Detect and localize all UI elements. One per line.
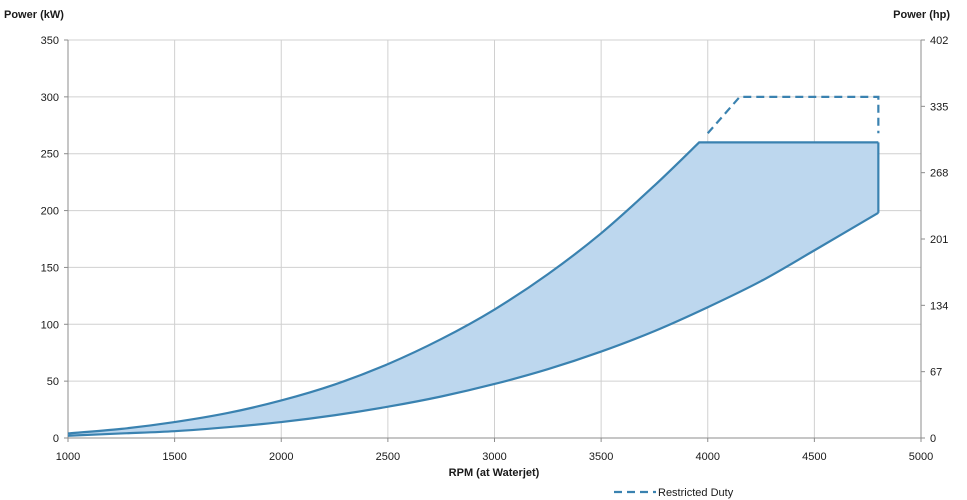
y-right-tick-label: 201 [930,234,948,246]
x-tick-label: 3500 [589,451,613,463]
y-right-tick-label: 134 [930,300,948,312]
x-tick-label: 1500 [162,451,186,463]
y-right-tick-label: 67 [930,367,942,379]
legend-label-restricted-duty: Restricted Duty [658,487,734,499]
y-left-tick-label: 100 [41,319,59,331]
x-tick-label: 2500 [376,451,400,463]
x-tick-label: 4000 [696,451,720,463]
y-left-tick-label: 150 [41,262,59,274]
restricted-duty-line [706,95,880,134]
x-axis-title: RPM (at Waterjet) [449,467,540,479]
x-tick-label: 2000 [269,451,293,463]
x-tick-label: 5000 [909,451,933,463]
y-left-tick-label: 250 [41,149,59,161]
x-axis-ticks: 1000 1500 2000 2500 3000 3500 4000 4500 5000 [56,438,933,463]
y-left-tick-label: 50 [47,376,59,388]
lower-boundary-line [67,211,879,437]
y-left-tick-label: 300 [41,92,59,104]
x-tick-label: 3000 [482,451,506,463]
y-left-tick-label: 0 [53,433,59,445]
y-right-tick-label: 402 [930,35,948,47]
y-left-tick-label: 200 [41,206,59,218]
y-right-tick-label: 335 [930,101,948,113]
legend: Restricted Duty [614,487,734,499]
x-tick-label: 1000 [56,451,80,463]
y-axis-left-title: Power (kW) [4,9,64,21]
y-right-tick-label: 0 [930,433,936,445]
operating-envelope-area [68,142,879,436]
y-axis-right-title: Power (hp) [893,9,950,21]
x-tick-label: 4500 [802,451,826,463]
y-axis-left-ticks: 0 50 100 150 200 250 300 350 [41,35,68,445]
y-right-tick-label: 268 [930,168,948,180]
y-axis-right-ticks: 0 67 134 201 268 335 402 [921,35,948,445]
upper-boundary-line [67,141,879,435]
y-left-tick-label: 350 [41,35,59,47]
